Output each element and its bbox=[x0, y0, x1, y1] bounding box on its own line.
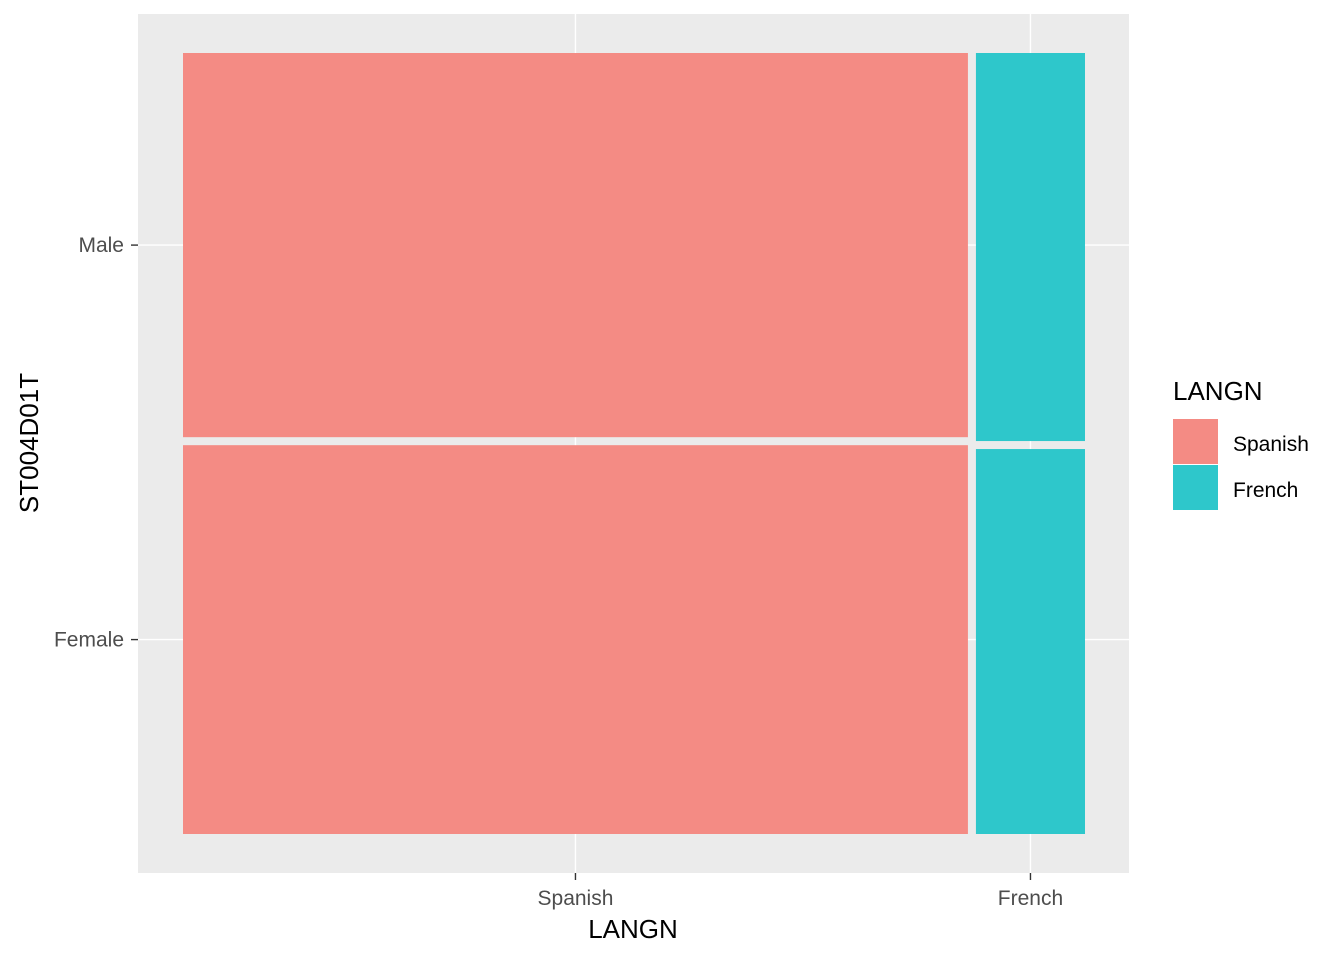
x-axis: Spanish French bbox=[538, 873, 1063, 910]
legend-key-spanish bbox=[1173, 419, 1218, 464]
tile-french-female bbox=[975, 449, 1085, 834]
y-axis: Female Male bbox=[54, 234, 138, 652]
mosaic-tiles bbox=[183, 53, 1085, 834]
y-axis-title: ST004D01T bbox=[14, 373, 44, 513]
legend: LANGN Spanish French bbox=[1173, 376, 1309, 510]
tile-spanish-male bbox=[183, 53, 968, 438]
y-tick-label-female: Female bbox=[54, 629, 124, 652]
legend-label-spanish: Spanish bbox=[1233, 433, 1309, 456]
y-tick-label-male: Male bbox=[78, 234, 124, 257]
legend-key-french bbox=[1173, 465, 1218, 510]
x-axis-title: LANGN bbox=[588, 914, 678, 944]
tile-french-male bbox=[975, 53, 1085, 442]
x-tick-label-french: French bbox=[998, 887, 1063, 910]
tile-spanish-female bbox=[183, 445, 968, 834]
legend-label-french: French bbox=[1233, 479, 1298, 502]
x-tick-label-spanish: Spanish bbox=[538, 887, 614, 910]
legend-title: LANGN bbox=[1173, 376, 1263, 406]
